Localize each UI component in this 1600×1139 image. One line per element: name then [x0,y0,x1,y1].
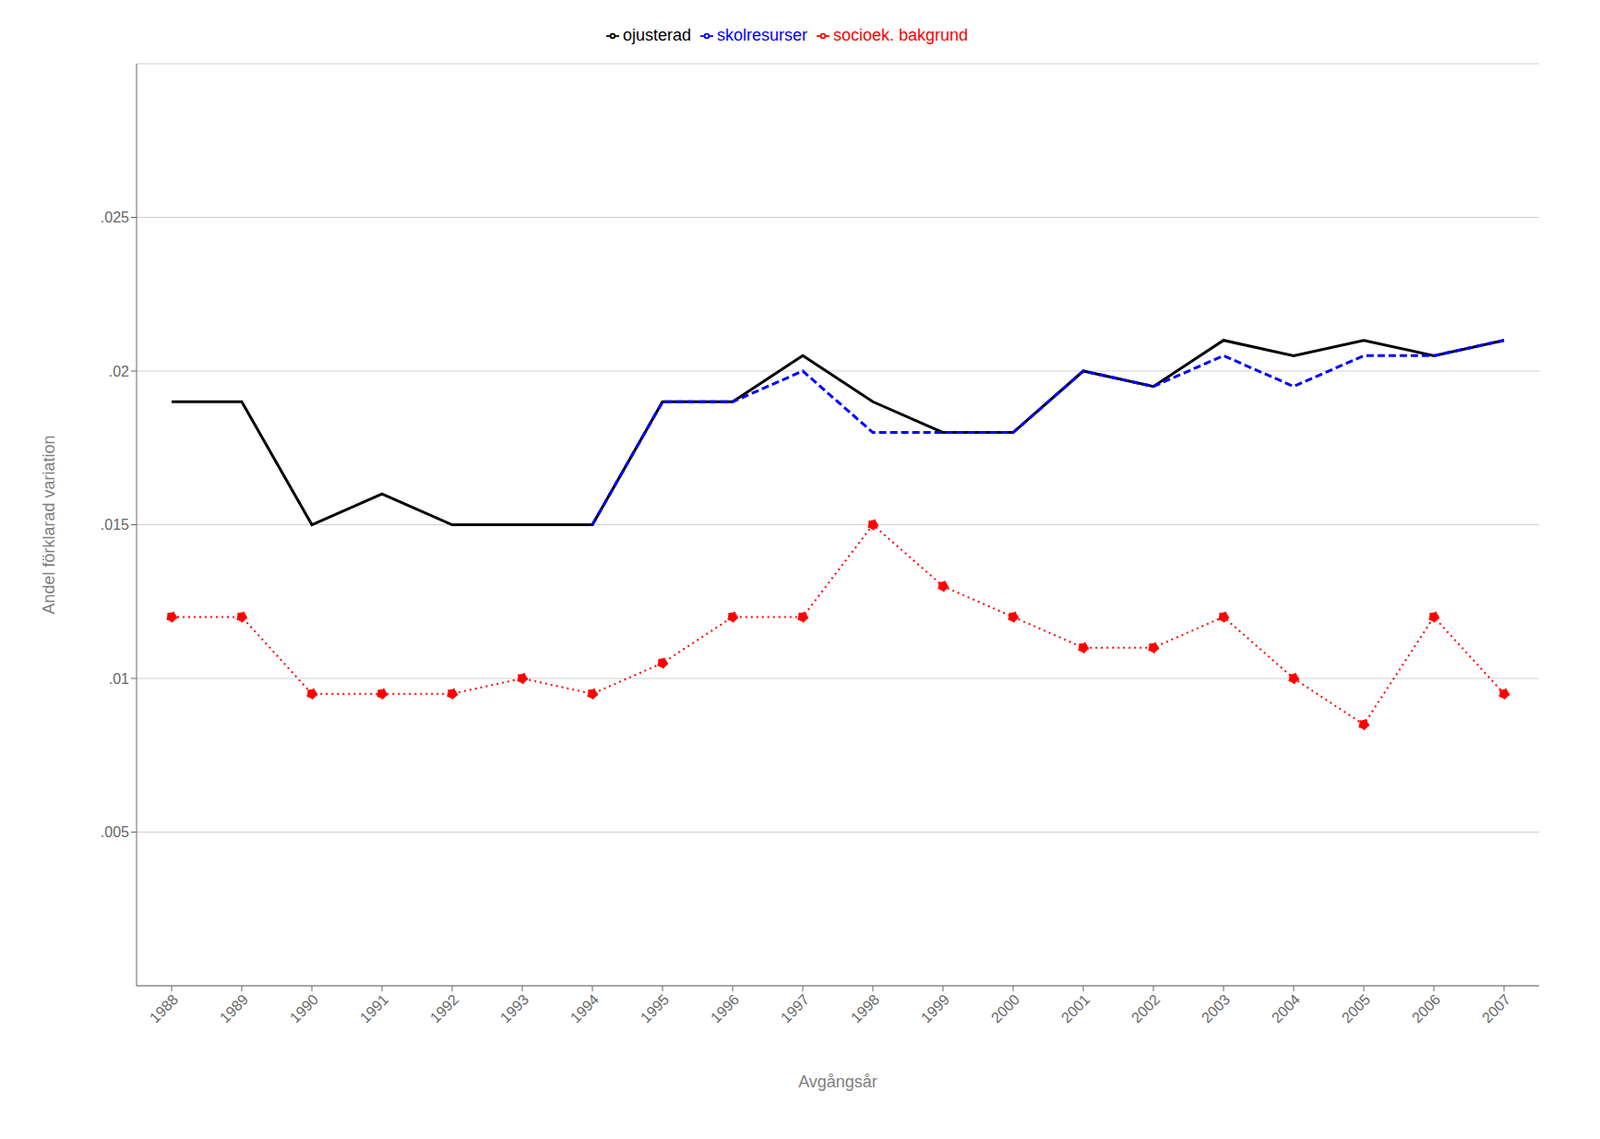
svg-text:2004: 2004 [1268,991,1303,1026]
svg-text:.005: .005 [100,823,130,840]
svg-text:2005: 2005 [1338,991,1374,1026]
svg-text:2006: 2006 [1408,991,1444,1026]
svg-text:1992: 1992 [427,991,462,1026]
svg-text:.015: .015 [100,516,130,533]
svg-text:.01: .01 [108,670,130,687]
svg-text:.025: .025 [100,209,130,226]
svg-text:.02: .02 [108,363,130,380]
html-text:socioek. bakgrund: socioek. bakgrund [833,25,969,45]
svg-text:Andel förklarad variation: Andel förklarad variation [39,434,59,614]
svg-text:1996: 1996 [707,991,742,1026]
svg-text:2007: 2007 [1479,991,1514,1026]
svg-text:1990: 1990 [286,991,322,1026]
svg-text:2000: 2000 [988,991,1023,1026]
svg-text:1991: 1991 [357,991,392,1026]
svg-text:2001: 2001 [1058,991,1093,1026]
svg-text:1995: 1995 [637,991,672,1026]
svg-text:2002: 2002 [1128,991,1163,1026]
svg-text:Avgångsår: Avgångsår [798,1072,878,1091]
svg-text:1988: 1988 [146,991,181,1026]
html-text:skolresurser: skolresurser [716,25,808,45]
svg-text:1989: 1989 [216,991,251,1026]
svg-text:1993: 1993 [497,991,532,1026]
svg-text:1997: 1997 [777,991,812,1026]
svg-text:1999: 1999 [918,991,953,1026]
html-text:ojusterad: ojusterad [622,25,692,45]
svg-text:2003: 2003 [1198,991,1233,1026]
svg-text:1994: 1994 [567,991,602,1026]
svg-text:1998: 1998 [847,991,883,1026]
